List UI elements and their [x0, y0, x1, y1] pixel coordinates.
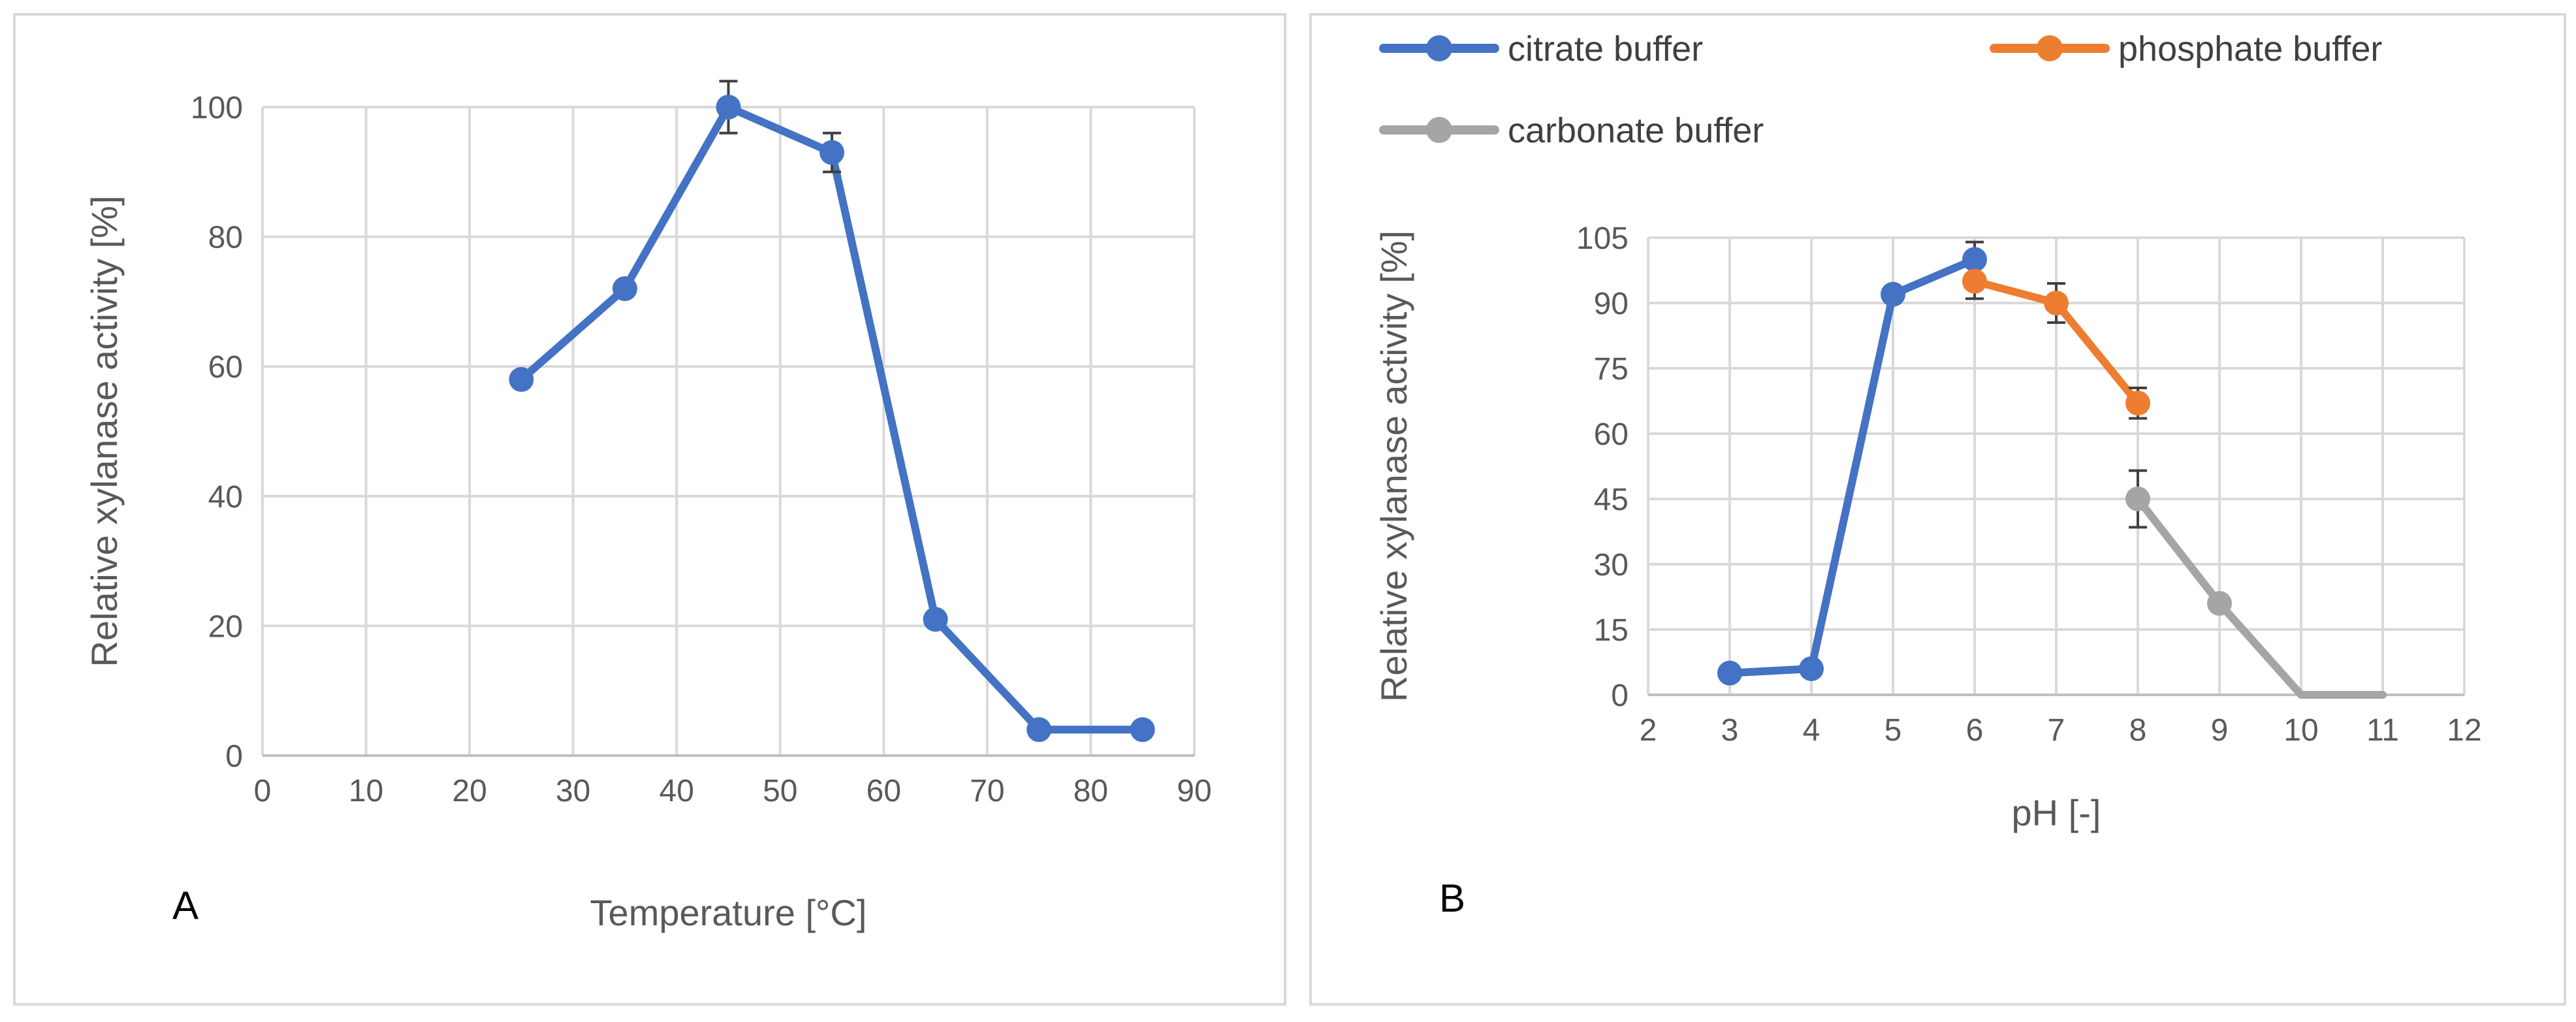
data-point	[2207, 591, 2232, 616]
legend-marker	[1426, 35, 1452, 61]
x-axis-title: Temperature [°C]	[590, 892, 867, 933]
x-tick-label: 20	[452, 774, 486, 808]
data-point	[716, 95, 741, 120]
y-tick-label: 100	[191, 91, 243, 125]
y-tick-label: 40	[208, 480, 243, 515]
y-tick-label: 30	[1594, 548, 1629, 583]
data-point	[923, 607, 948, 632]
y-axis-title: Relative xylanase activity [%]	[1373, 231, 1414, 702]
series-line-carbonate-buffer	[2134, 495, 2387, 699]
x-tick-label: 12	[2447, 713, 2481, 748]
y-tick-label: 0	[1611, 679, 1629, 713]
panel-a-temperature-chart: 0 10 20 30 40 50 60 70 80 90 0 20 40 60 80 100 Temperatu…	[13, 13, 1286, 1006]
y-tick-label: 90	[1594, 287, 1629, 321]
x-tick-label: 9	[2211, 713, 2229, 748]
legend-label: citrate buffer	[1508, 29, 1703, 69]
x-tick-label: 60	[867, 774, 901, 808]
y-tick-label: 60	[1594, 417, 1629, 452]
x-tick-label: 11	[2366, 713, 2399, 748]
y-tick-label: 105	[1576, 221, 1629, 256]
x-tick-label: 6	[1966, 713, 1984, 748]
data-point	[1962, 247, 1987, 272]
y-tick-label: 45	[1594, 483, 1629, 517]
x-tick-label: 40	[660, 774, 694, 808]
legend-marker	[1426, 117, 1452, 143]
data-point	[1026, 717, 1052, 743]
y-tick-label: 15	[1594, 613, 1629, 648]
x-tick-label: 4	[1803, 713, 1821, 748]
panel-label: B	[1439, 876, 1465, 920]
data-point	[1962, 268, 1987, 294]
panel-b-ph-chart: 2 3 4 5 6 7 8 9 10 11 12 0 15 30 45 60 75 90 105 pH [-] Rela…	[1309, 13, 2566, 1006]
x-axis-title: pH [-]	[2012, 792, 2101, 833]
data-point	[1717, 660, 1742, 686]
x-tick-label: 30	[556, 774, 590, 808]
y-axis-title: Relative xylanase activity [%]	[84, 195, 125, 667]
data-point	[2125, 487, 2150, 511]
panel-label: A	[172, 884, 199, 927]
data-point	[509, 367, 534, 392]
y-tick-label: 20	[208, 609, 243, 644]
x-tick-label: 10	[2283, 713, 2318, 748]
series-line-citrate-buffer	[1726, 255, 1979, 677]
legend-marker	[2037, 35, 2063, 61]
data-point	[819, 140, 845, 165]
x-tick-label: 10	[349, 774, 383, 808]
x-tick-label: 80	[1073, 774, 1108, 808]
data-point	[1881, 281, 1905, 307]
y-tick-label: 75	[1594, 352, 1629, 387]
x-tick-label: 90	[1177, 774, 1211, 808]
x-tick-label: 8	[2129, 713, 2147, 748]
data-point	[2044, 291, 2069, 315]
legend-label: phosphate buffer	[2118, 29, 2382, 69]
x-tick-label: 5	[1884, 713, 1902, 748]
series-line-temperature	[517, 103, 1147, 734]
x-tick-label: 50	[763, 774, 797, 808]
legend-label: carbonate buffer	[1508, 111, 1764, 150]
data-point	[612, 276, 637, 302]
x-tick-label: 0	[254, 774, 272, 808]
y-tick-label: 60	[208, 350, 243, 385]
y-tick-label: 0	[225, 739, 243, 774]
x-tick-label: 70	[970, 774, 1004, 808]
data-point	[2125, 391, 2150, 416]
x-tick-label: 3	[1721, 713, 1739, 748]
x-tick-label: 7	[2048, 713, 2065, 748]
data-point	[1799, 656, 1824, 681]
data-point	[1130, 717, 1155, 743]
y-tick-label: 80	[208, 221, 243, 255]
x-tick-label: 2	[1640, 713, 1657, 748]
temperature-chart-svg: 0 10 20 30 40 50 60 70 80 90 0 20 40 60 80 100 Temperatu…	[84, 80, 1212, 933]
